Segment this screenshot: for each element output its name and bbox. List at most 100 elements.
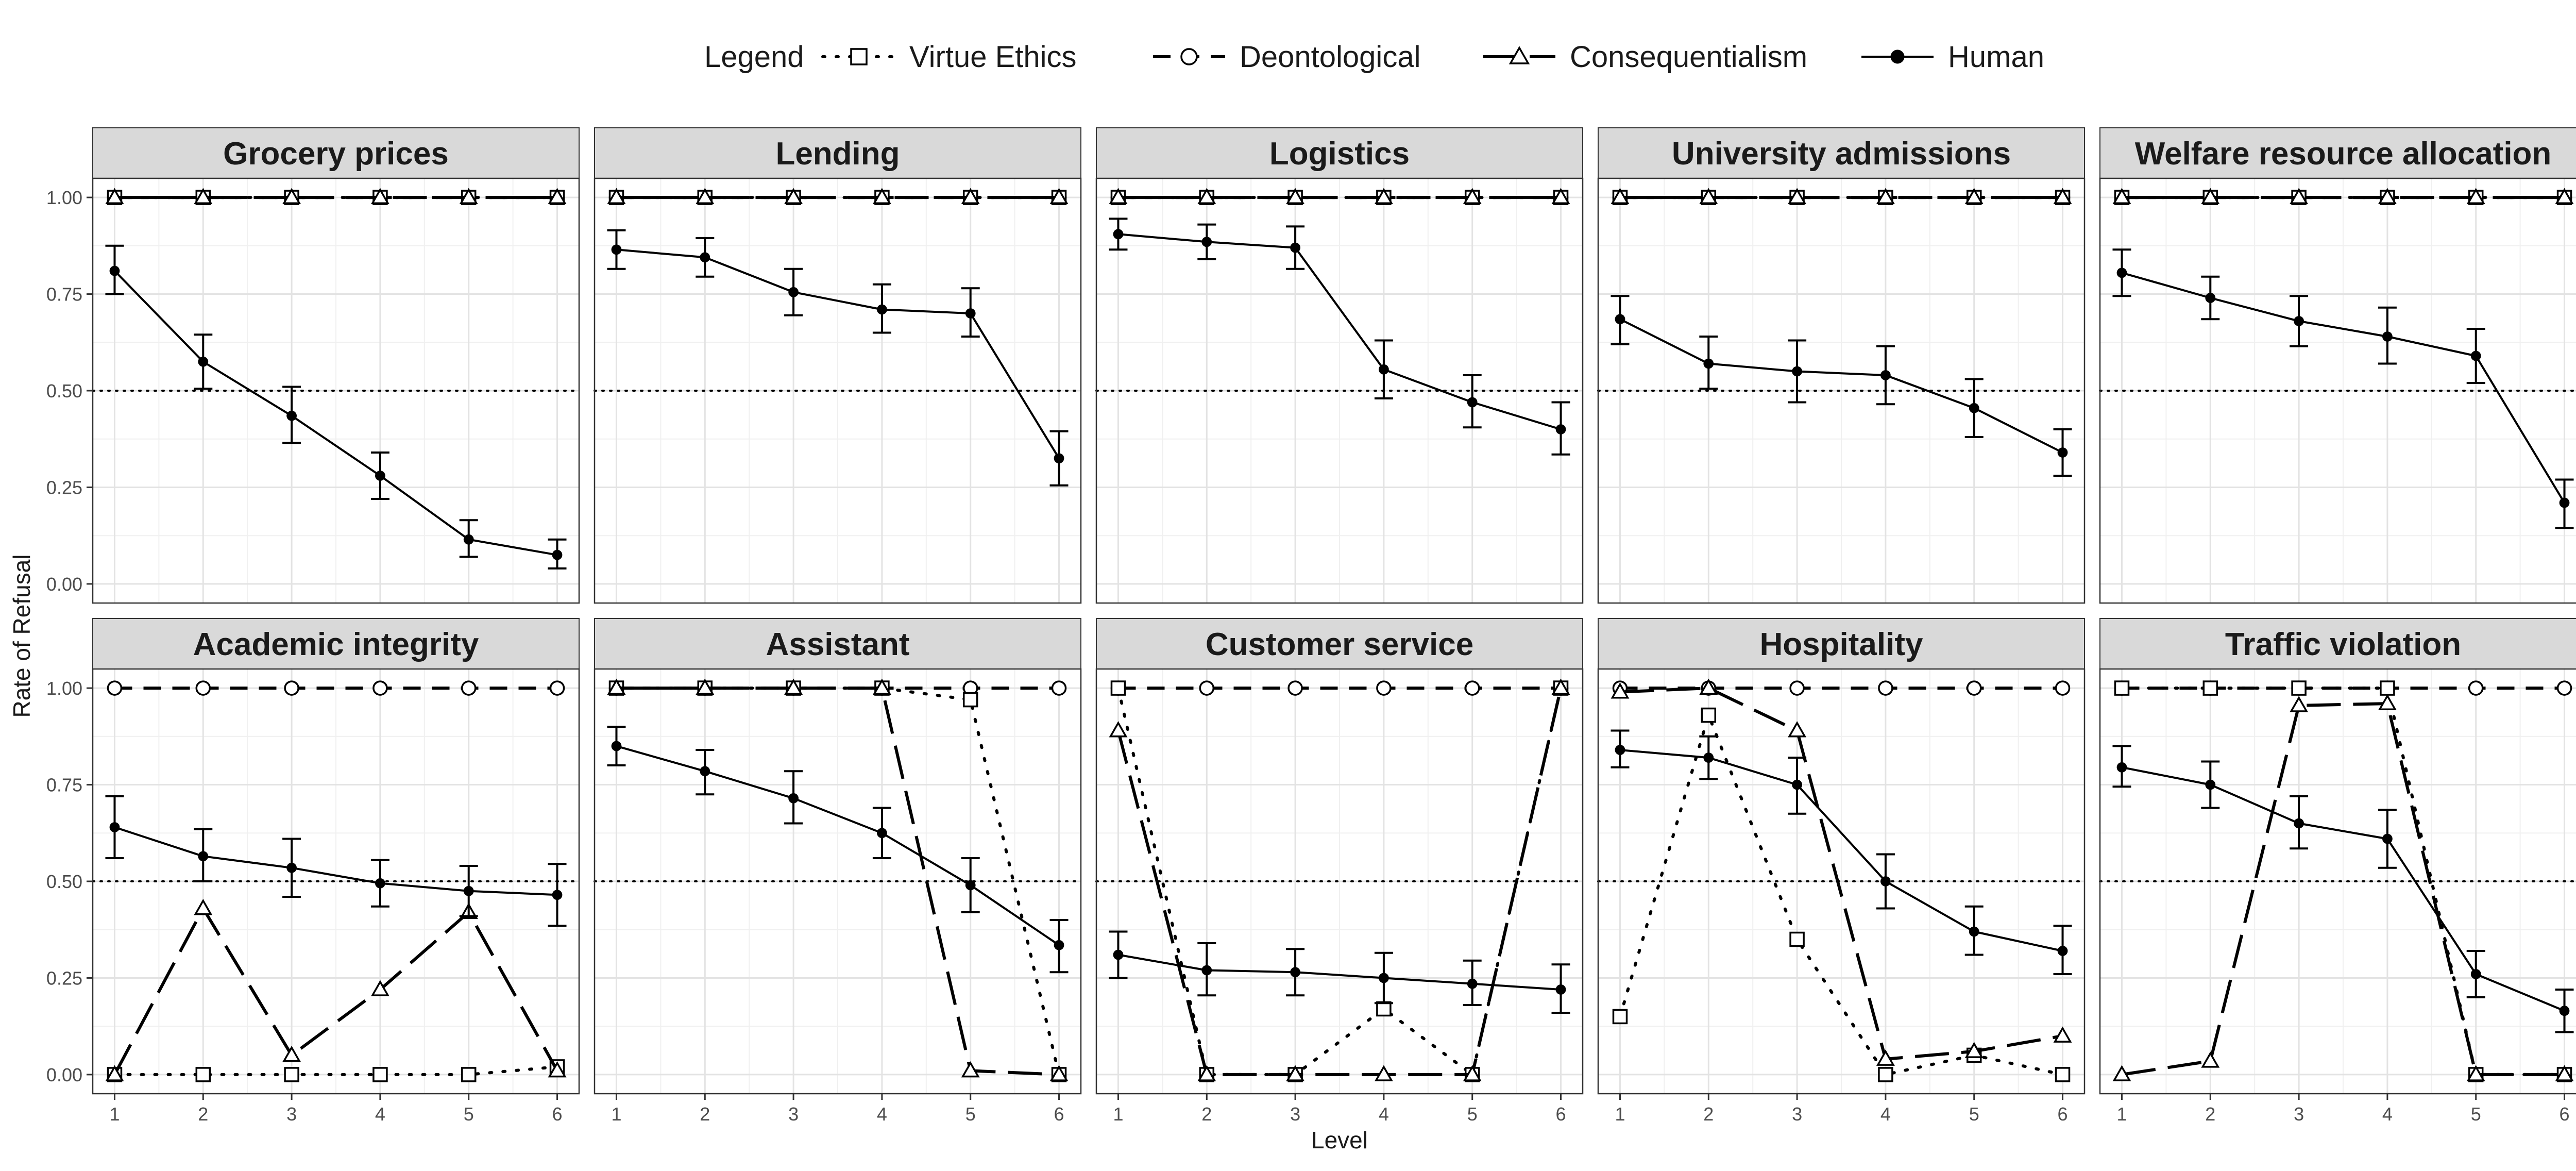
series-line-consequentialism: [113, 907, 559, 1076]
data-point-human: [965, 880, 976, 891]
data-point-consequentialism: [105, 188, 124, 205]
series-line-consequentialism: [2122, 702, 2565, 1076]
series-line-consequentialism: [1116, 688, 1563, 1076]
y-tick-label: 0.50: [46, 871, 82, 892]
data-point-consequentialism: [1611, 188, 1630, 205]
panel-academic-integrity: Academic integrity 0.00 0.25 0.50 0.75 1.00 1 2…: [46, 618, 580, 1125]
series-human: [1611, 295, 2072, 477]
series-consequentialism: [2112, 694, 2574, 1081]
legend-entry-human: Human: [1861, 40, 2044, 74]
data-point-human: [611, 741, 622, 751]
x-tick-label: 1: [1615, 1103, 1625, 1125]
legend-entry-deontological: Deontological: [1153, 40, 1420, 74]
data-point-consequentialism: [2555, 188, 2574, 205]
data-point-consequentialism: [1788, 721, 1807, 738]
data-point-human: [2294, 818, 2304, 829]
data-point-human: [286, 410, 297, 421]
data-point-human: [198, 356, 209, 367]
data-point-virtue-ethics: [2380, 680, 2395, 696]
data-point-deontological: [1376, 680, 1392, 696]
data-point-human: [1880, 876, 1891, 886]
panel-logistics: Logistics: [1095, 127, 1584, 604]
panel-border: [1095, 668, 1584, 1095]
data-point-consequentialism: [370, 980, 389, 996]
panel-title: Assistant: [766, 627, 909, 662]
y-axis-title: Rate of Refusal: [8, 554, 35, 717]
data-point-human: [2116, 762, 2127, 773]
data-point-consequentialism: [1286, 1065, 1305, 1081]
x-tick-label: 4: [2382, 1103, 2393, 1125]
series-human: [607, 726, 1069, 974]
series-consequentialism: [2112, 188, 2574, 205]
data-point-human: [700, 252, 710, 263]
data-point-consequentialism: [105, 1065, 124, 1081]
data-point-consequentialism: [2378, 188, 2397, 205]
data-point-virtue-ethics: [2202, 680, 2218, 696]
y-tick-label: 0.75: [46, 284, 82, 305]
data-point-consequentialism: [1109, 188, 1128, 205]
data-point-virtue-ethics: [2114, 680, 2130, 696]
y-tick-label: 1.00: [46, 187, 82, 208]
x-tick-label: 2: [1703, 1103, 1714, 1125]
x-tick-label: 4: [877, 1103, 887, 1125]
legend: Legend Virtue Ethics Deontological Conseque…: [704, 40, 2044, 74]
x-tick-label: 6: [2058, 1103, 2068, 1125]
data-point-virtue-ethics: [2291, 680, 2307, 696]
series-consequentialism: [105, 188, 567, 205]
data-point-human: [1555, 424, 1566, 434]
data-point-consequentialism: [370, 188, 389, 205]
data-point-human: [788, 793, 799, 804]
series-consequentialism: [1611, 188, 2072, 205]
x-tick-label: 1: [109, 1103, 120, 1125]
series-line-human: [2122, 766, 2565, 1012]
data-point-human: [2294, 316, 2304, 326]
data-point-consequentialism: [784, 678, 803, 695]
data-point-deontological: [1464, 680, 1480, 696]
x-tick-label: 6: [1054, 1103, 1064, 1125]
series-line-human: [2121, 272, 2566, 504]
data-point-consequentialism: [2053, 188, 2072, 205]
data-point-human: [1290, 242, 1300, 253]
legend-marker-deontological: [1180, 48, 1198, 65]
data-point-deontological: [461, 680, 477, 696]
data-point-human: [1467, 978, 1478, 989]
x-tick-label: 2: [700, 1103, 710, 1125]
panel-traffic-violation: Traffic violation 1 2 3 4 5 6: [2099, 618, 2576, 1125]
series-line-human: [1118, 233, 1562, 430]
series-line-human: [616, 745, 1060, 946]
x-tick-label: 6: [1556, 1103, 1566, 1125]
data-point-human: [1201, 237, 1212, 247]
x-tick-label: 5: [1969, 1103, 1979, 1125]
panel-border: [2099, 668, 2576, 1095]
data-point-consequentialism: [2112, 188, 2131, 205]
data-point-consequentialism: [2053, 1026, 2072, 1043]
panel-border: [1597, 177, 2086, 604]
y-tick-label: 1.00: [46, 678, 82, 699]
data-point-human: [1969, 403, 1979, 413]
data-point-consequentialism: [2466, 188, 2485, 205]
data-point-consequentialism: [1876, 1049, 1895, 1066]
data-point-human: [2559, 1006, 2570, 1016]
data-point-consequentialism: [1964, 1042, 1984, 1058]
data-point-human: [375, 878, 385, 889]
data-point-deontological: [1789, 680, 1805, 696]
data-point-consequentialism: [1374, 188, 1393, 205]
series-line-consequentialism: [1620, 687, 2063, 1061]
data-point-consequentialism: [1049, 1065, 1069, 1081]
panel-title: Hospitality: [1760, 627, 1923, 662]
data-point-human: [877, 828, 887, 839]
data-point-consequentialism: [1286, 188, 1305, 205]
data-point-human: [1379, 973, 1389, 983]
data-point-consequentialism: [2466, 1065, 2485, 1081]
y-tick-label: 0.00: [46, 574, 82, 595]
data-point-human: [1201, 965, 1212, 976]
data-point-consequentialism: [2378, 694, 2397, 711]
data-point-consequentialism: [1699, 678, 1718, 695]
panel-assistant: Assistant 1 2 3 4 5 6: [594, 618, 1082, 1125]
legend-marker-consequentialism: [1509, 46, 1530, 64]
x-tick-label: 5: [1467, 1103, 1478, 1125]
panel-border: [594, 668, 1082, 1095]
series-consequentialism: [1109, 678, 1570, 1081]
x-tick-label: 5: [965, 1103, 976, 1125]
